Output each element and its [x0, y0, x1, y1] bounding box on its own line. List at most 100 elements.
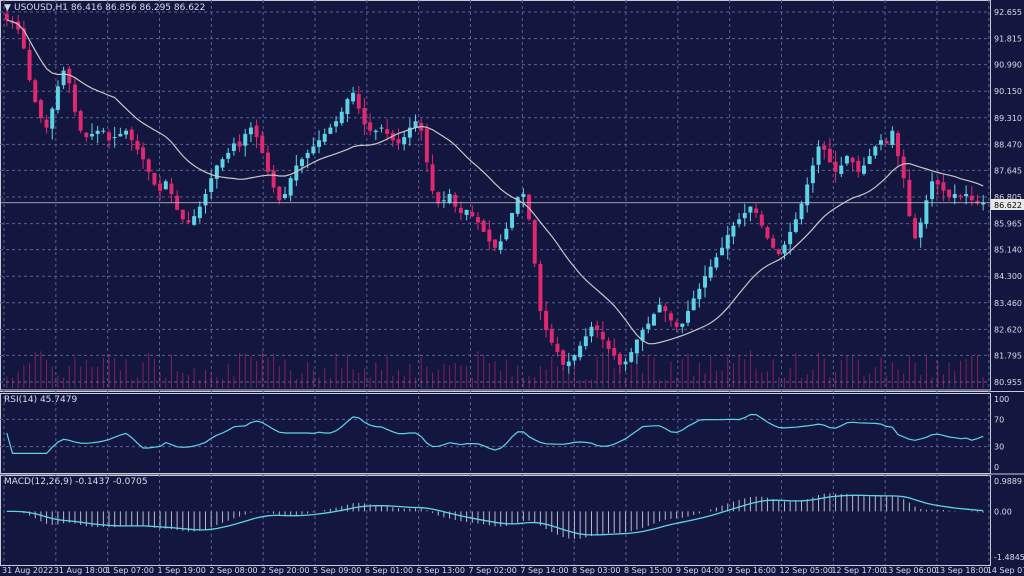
bull-candle	[793, 219, 798, 232]
bear-candle	[475, 217, 480, 223]
price-axis-label: 84.300	[994, 272, 1022, 281]
symbol-info-label: USOUSD,H1 86.416 86.856 86.295 86.622	[14, 3, 205, 13]
bear-candle	[856, 160, 861, 172]
bear-candle	[884, 140, 889, 144]
bear-candle	[975, 200, 980, 204]
time-axis-label: 6 Sep 13:00	[417, 566, 465, 575]
bear-candle	[958, 195, 963, 198]
bull-candle	[839, 165, 844, 174]
bull-candle	[799, 203, 804, 220]
bull-candle	[50, 108, 55, 129]
time-axis-label: 8 Sep 03:00	[572, 566, 620, 575]
time-axis-label: 5 Sep 09:00	[313, 566, 361, 575]
bear-candle	[527, 194, 532, 220]
bear-candle	[771, 238, 776, 248]
bull-candle	[964, 193, 969, 197]
bull-candle	[725, 235, 730, 249]
bull-candle	[209, 178, 214, 192]
bear-candle	[947, 189, 952, 198]
time-axis-label: 2 Sep 08:00	[209, 566, 257, 575]
bear-candle	[969, 195, 974, 201]
bear-candle	[833, 161, 838, 172]
bear-candle	[776, 249, 781, 255]
bear-candle	[544, 310, 549, 330]
bear-candle	[538, 263, 543, 312]
bear-candle	[271, 170, 276, 188]
bear-candle	[158, 183, 163, 191]
time-axis-label: 9 Sep 04:00	[676, 566, 724, 575]
bull-candle	[742, 212, 747, 219]
bull-candle	[748, 206, 753, 213]
bear-candle	[38, 100, 43, 119]
bull-candle	[288, 178, 293, 196]
bull-candle	[651, 314, 656, 326]
ma-path	[6, 19, 984, 345]
bull-candle	[248, 127, 253, 135]
bull-candle	[521, 193, 526, 198]
price-axis-label: 91.815	[994, 35, 1022, 44]
bull-candle	[589, 326, 594, 337]
rsi-axis: 100 70 30 0	[0, 395, 1009, 472]
bull-candle	[504, 228, 509, 240]
price-axis-label: 86.805	[994, 193, 1022, 202]
price-axis-label: 80.955	[994, 378, 1022, 387]
dropdown-arrow-icon[interactable]: ▼	[4, 3, 11, 13]
bull-candle	[578, 345, 583, 358]
bull-candle	[918, 222, 923, 238]
bear-candle	[107, 132, 111, 141]
bull-candle	[55, 86, 60, 110]
macd-histogram-and-signal	[6, 493, 984, 539]
time-axis-label: 13 Sep 18:00	[935, 566, 988, 575]
bull-candle	[515, 197, 520, 214]
bull-candle	[583, 336, 588, 347]
macd-indicator-label: MACD(12,26,9) -0.1437 -0.0705	[4, 477, 148, 487]
bear-candle	[385, 129, 390, 134]
bear-candle	[759, 214, 764, 226]
bear-candle	[277, 186, 282, 201]
bear-candle	[21, 28, 26, 49]
bull-candle	[879, 140, 883, 145]
bear-candle	[481, 220, 486, 232]
bull-candle	[464, 209, 469, 215]
bull-candle	[413, 121, 418, 128]
bull-candle	[379, 127, 384, 129]
bull-candle	[95, 130, 100, 134]
bull-candle	[447, 193, 452, 203]
price-axis: 92.655 91.815 90.990 90.150 89.310 88.470 87.6…	[994, 8, 1022, 387]
bear-candle	[493, 239, 497, 248]
rsi-axis-label: 70	[994, 415, 1004, 424]
bear-candle	[850, 157, 855, 163]
price-axis-label: 83.460	[994, 299, 1022, 308]
price-axis-label: 85.965	[994, 220, 1022, 229]
time-axis-label: 6 Sep 01:00	[365, 566, 413, 575]
macd-signal-path	[6, 494, 984, 536]
price-axis-label: 81.795	[994, 351, 1022, 360]
bull-candle	[867, 156, 872, 165]
bull-candle	[640, 329, 645, 341]
candlestick-series[interactable]	[4, 8, 986, 374]
bull-candle	[708, 266, 713, 278]
bear-candle	[674, 322, 679, 327]
bear-candle	[555, 343, 560, 353]
bull-candle	[192, 216, 197, 225]
bull-candle	[61, 70, 66, 86]
bear-candle	[254, 125, 259, 138]
bull-candle	[782, 244, 787, 254]
bear-candle	[470, 212, 475, 217]
current-price-value: 86.622	[994, 201, 1022, 210]
bull-candle	[305, 152, 310, 159]
rsi-axis-label: 0	[994, 463, 999, 472]
rsi-indicator-label: RSI(14) 45.7479	[4, 395, 77, 405]
bull-candle	[328, 127, 333, 134]
bear-candle	[663, 306, 668, 312]
bear-candle	[487, 229, 492, 242]
time-axis-label: 12 Sep 05:00	[779, 566, 832, 575]
bear-candle	[152, 172, 157, 185]
bull-candle	[566, 361, 571, 367]
price-axis-label: 90.990	[994, 61, 1022, 70]
time-axis-label: 12 Sep 17:00	[831, 566, 884, 575]
volume-histogram	[6, 350, 984, 388]
bear-candle	[430, 164, 435, 191]
